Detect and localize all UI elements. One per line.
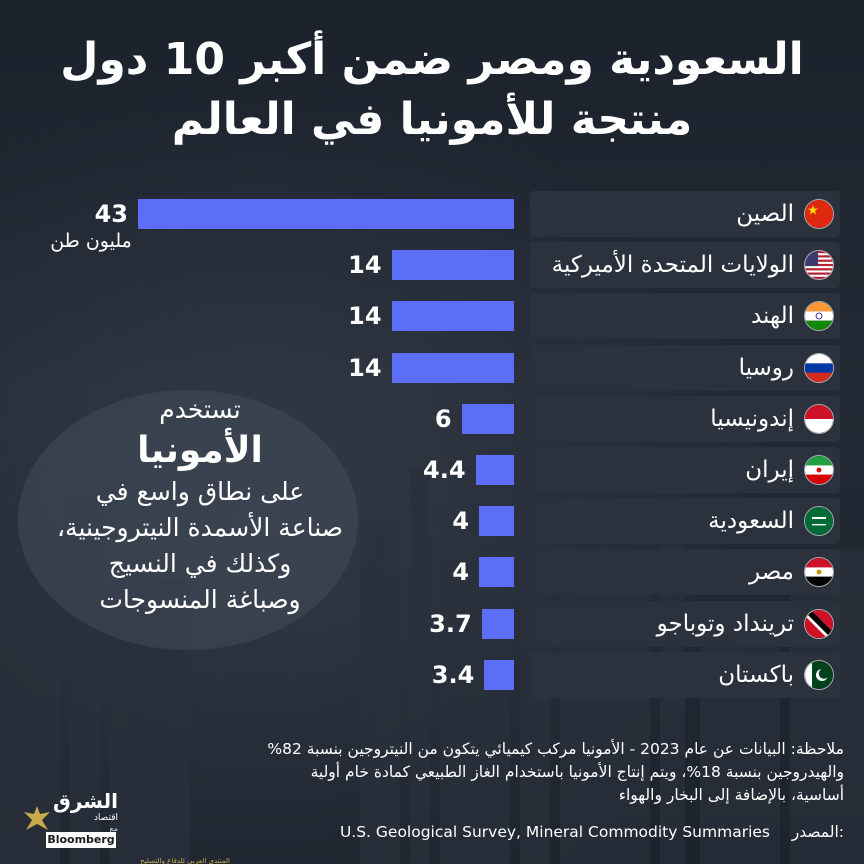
logo-sub: اقتصاد xyxy=(93,813,118,823)
info-line-6: وصباغة المنسوجات xyxy=(99,585,301,614)
country-label: باكستان xyxy=(718,661,794,688)
logo-name: الشرق xyxy=(52,789,118,813)
row-background xyxy=(530,191,840,237)
source-label: المصدر: xyxy=(791,823,844,841)
value-label: 14 xyxy=(348,251,382,280)
value-label: 4 xyxy=(452,507,470,536)
bar xyxy=(391,301,514,332)
chart-title-line-2: منتجة للأمونيا في العالم xyxy=(171,94,693,145)
india-flag-icon xyxy=(804,301,834,332)
value-label: 4 xyxy=(452,558,470,587)
info-line-4: صناعة الأسمدة النيتروجينية، xyxy=(56,513,344,542)
wings-emblem-icon xyxy=(24,806,50,830)
info-line-5: وكذلك في النسيج xyxy=(108,549,292,578)
usa-flag-icon xyxy=(804,250,834,281)
value-label: 14 xyxy=(348,302,382,331)
row-background xyxy=(530,395,840,442)
info-line-3: على نطاق واسع في xyxy=(95,477,305,506)
row-background xyxy=(530,498,840,545)
value-label: 4.4 xyxy=(423,456,466,484)
value-label: 3.4 xyxy=(431,660,475,689)
country-label: الولايات المتحدة الأميركية xyxy=(551,252,794,279)
note-line-1: ملاحظة: البيانات عن عام 2023 - الأمونيا … xyxy=(267,740,844,758)
source: المصدر: U.S. Geological Survey, Mineral … xyxy=(150,820,844,844)
bar xyxy=(475,455,514,485)
egypt-flag-icon xyxy=(804,557,834,588)
info-circle xyxy=(18,390,358,650)
note-line-2: والهيدروجين بنسبة 18%، ويتم إنتاج الأمون… xyxy=(310,763,844,781)
row-background xyxy=(530,447,840,493)
bar xyxy=(461,403,514,434)
pakistan-flag-icon xyxy=(804,659,834,690)
note-line-3: أساسية، بالإضافة إلى البخار والهواء xyxy=(618,786,844,804)
country-label: روسيا xyxy=(738,354,794,381)
country-label: السعودية xyxy=(708,508,794,535)
source-text: U.S. Geological Survey, Mineral Commodit… xyxy=(339,823,770,841)
logo-partner: Bloomberg xyxy=(46,832,116,848)
info-text: تستخدم الأمونيا على نطاق واسع في صناعة ا… xyxy=(50,392,350,618)
iran-flag-icon xyxy=(804,455,834,485)
unit-label: مليون طن xyxy=(50,230,132,252)
row-background xyxy=(530,344,840,391)
bar xyxy=(484,659,514,690)
value-label: 14 xyxy=(348,353,382,382)
china-flag-icon xyxy=(804,199,834,229)
country-label: إيران xyxy=(745,457,794,483)
logo-tagline: المنتدى العربي للدفاع والتسليح xyxy=(140,858,230,864)
country-label: الهند xyxy=(750,303,794,330)
country-label: مصر xyxy=(749,559,794,586)
saudi-flag-icon xyxy=(804,506,834,537)
row-background xyxy=(530,549,840,596)
logo-with: مع xyxy=(109,824,118,833)
value-label: 3.7 xyxy=(429,609,472,638)
value-label: 43 xyxy=(94,200,128,228)
row-background xyxy=(530,242,840,289)
bar xyxy=(138,199,514,229)
country-label: الصين xyxy=(736,201,794,227)
indonesia-flag-icon xyxy=(804,403,834,434)
row-background xyxy=(530,651,840,698)
asharq-bloomberg-logo: الشرق اقتصاد مع Bloomberg xyxy=(20,790,120,856)
note: ملاحظة: البيانات عن عام 2023 - الأمونيا … xyxy=(150,738,844,807)
bar xyxy=(481,608,514,639)
bar xyxy=(479,557,514,588)
row-background xyxy=(530,293,840,340)
row-background xyxy=(530,600,840,647)
country-label: ترينداد وتوباجو xyxy=(656,610,794,637)
bar xyxy=(391,352,514,383)
trinidad-flag-icon xyxy=(804,608,834,639)
russia-flag-icon xyxy=(804,352,834,383)
info-line-1: تستخدم xyxy=(159,395,241,424)
country-label: إندونيسيا xyxy=(710,405,794,432)
info-line-2: الأمونيا xyxy=(137,430,263,471)
bar xyxy=(391,250,514,281)
chart-title-line-1: السعودية ومصر ضمن أكبر 10 دول xyxy=(60,34,804,85)
value-label: 6 xyxy=(434,404,452,433)
bar xyxy=(479,506,514,537)
